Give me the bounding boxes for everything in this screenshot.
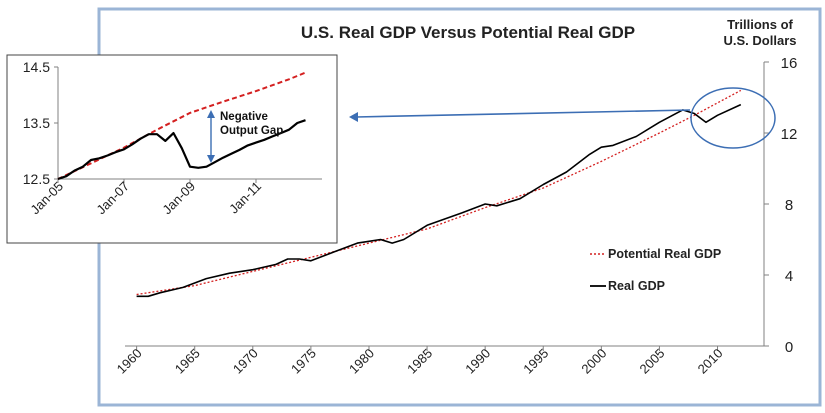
legend-potential-label: Potential Real GDP: [608, 247, 721, 261]
output-gap-label-line1: Negative: [220, 111, 268, 123]
main-y-tick-label: 12: [781, 126, 798, 143]
inset-y-tick-label: 12.5: [23, 171, 50, 187]
chart-title: U.S. Real GDP Versus Potential Real GDP: [301, 23, 635, 42]
main-y-tick-label: 0: [785, 339, 793, 356]
inset-real-gdp-line: [57, 119, 306, 181]
main-y-tick-label: 8: [785, 197, 793, 214]
connector-arrow-line: [355, 109, 691, 118]
main-y-tick-label: 16: [781, 55, 798, 72]
connector-arrow-head: [349, 112, 358, 122]
legend: Potential Real GDP Real GDP: [590, 247, 721, 293]
output-gap-label-line2: Output Gap: [220, 125, 283, 137]
output-gap-arrow-head-top: [207, 110, 215, 118]
main-series: [136, 89, 742, 298]
inset-series: [57, 71, 306, 181]
output-gap-arrow-head-bottom: [207, 155, 215, 163]
connector-arrow: [349, 109, 691, 122]
inset-frame: [6, 54, 338, 244]
inset-y-tick-label: 14.5: [23, 59, 50, 75]
output-gap-annotation: Negative Output Gap: [207, 110, 283, 163]
main-real-gdp-line: [136, 103, 742, 298]
main-y-tick-label: 4: [785, 268, 793, 285]
recession-highlight-ellipse: [690, 87, 776, 149]
inset-y-tick-label: 13.5: [23, 115, 50, 131]
y-unit-label-line1: Trillions of: [727, 17, 793, 32]
legend-real-label: Real GDP: [608, 279, 665, 293]
main-potential-gdp-line: [136, 89, 742, 296]
y-unit-label-line2: U.S. Dollars: [724, 33, 797, 48]
